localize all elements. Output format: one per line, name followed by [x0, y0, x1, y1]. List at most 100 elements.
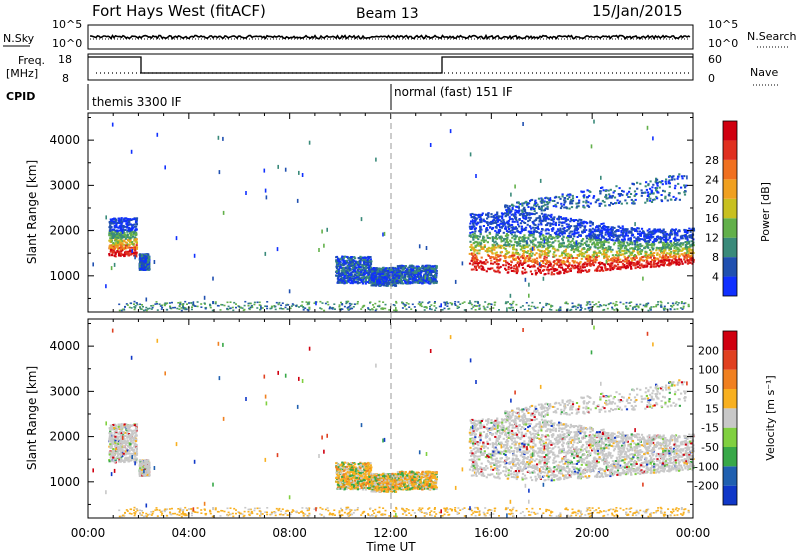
power-point: [573, 244, 576, 247]
power-point: [646, 234, 649, 237]
power-point: [490, 255, 493, 258]
power-point: [587, 243, 590, 246]
power-point: [345, 255, 348, 258]
power-point: [497, 245, 500, 248]
power-point: [403, 275, 406, 278]
power-point: [480, 239, 483, 242]
power-point: [650, 250, 653, 253]
power-point: [366, 266, 369, 269]
power-point: [520, 228, 524, 231]
power-point: [554, 269, 558, 272]
power-point: [475, 261, 479, 263]
power-point: [544, 216, 548, 219]
nsky-trace: [89, 33, 691, 40]
power-point: [522, 262, 525, 265]
power-point: [609, 265, 612, 268]
power-point: [372, 272, 375, 275]
power-point: [569, 230, 572, 233]
power-point: [524, 257, 527, 259]
power-point: [111, 221, 114, 224]
power-point: [576, 227, 580, 230]
power-point: [469, 240, 472, 243]
power-point: [603, 241, 606, 244]
power-point: [342, 257, 345, 259]
power-point: [508, 228, 511, 230]
power-point: [581, 230, 584, 233]
power-point: [512, 214, 516, 217]
power-point: [624, 267, 628, 270]
power-point: [600, 266, 603, 269]
power-point: [665, 243, 668, 246]
power-point: [529, 239, 532, 242]
power-point: [401, 266, 404, 268]
power-point: [687, 249, 690, 252]
power-point: [110, 219, 113, 222]
power-point: [640, 258, 643, 261]
power-point: [547, 269, 550, 272]
power-point: [397, 267, 400, 270]
power-point: [341, 269, 344, 272]
power-point: [568, 226, 571, 229]
power-point: [561, 217, 564, 220]
power-point: [515, 265, 518, 268]
power-point: [118, 252, 121, 255]
power-point: [617, 260, 620, 263]
power-point: [502, 255, 505, 257]
power-point: [116, 222, 119, 224]
power-point: [575, 266, 578, 269]
power-point: [602, 242, 605, 245]
power-point: [358, 262, 361, 265]
power-point: [634, 267, 637, 270]
power-point: [657, 237, 661, 240]
power-point: [125, 252, 128, 255]
power-point: [588, 269, 591, 271]
power-point: [583, 226, 586, 229]
power-point: [384, 281, 387, 284]
power-point: [571, 237, 575, 240]
power-point: [644, 250, 647, 253]
power-point: [613, 230, 617, 233]
power-point: [685, 247, 688, 250]
power-point: [391, 270, 394, 273]
power-point: [421, 264, 424, 267]
power-point: [685, 252, 688, 255]
power-point: [527, 264, 530, 267]
power-point: [666, 242, 669, 245]
power-point: [660, 263, 663, 266]
power-point: [341, 281, 344, 284]
power-point: [645, 240, 648, 243]
power-point: [616, 254, 619, 257]
power-point: [632, 250, 635, 253]
power-point: [426, 264, 429, 267]
power-point: [391, 266, 394, 269]
power-point: [527, 237, 530, 240]
power-point: [541, 219, 545, 222]
power-point: [624, 252, 627, 255]
power-point: [351, 256, 354, 258]
power-point: [635, 257, 638, 259]
power-point: [384, 273, 387, 276]
power-point: [403, 274, 406, 277]
power-point: [629, 247, 632, 250]
power-point: [113, 239, 117, 242]
power-point: [642, 255, 645, 258]
power-point: [567, 227, 570, 230]
power-point: [345, 271, 348, 274]
power-point: [479, 228, 482, 231]
power-point: [558, 265, 561, 267]
power-point: [481, 265, 484, 268]
power-point: [434, 269, 437, 272]
power-point: [618, 249, 621, 252]
power-point: [629, 237, 632, 240]
power-point: [516, 211, 519, 214]
power-point: [580, 257, 583, 260]
power-point: [639, 245, 642, 248]
power-point: [123, 243, 126, 246]
power-point: [428, 282, 431, 285]
power-point: [561, 251, 564, 254]
power-point: [573, 229, 576, 232]
power-point: [570, 267, 573, 270]
power-point: [546, 242, 549, 245]
power-point: [503, 260, 506, 262]
power-point: [357, 263, 360, 266]
